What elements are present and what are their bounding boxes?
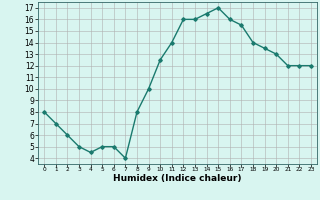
X-axis label: Humidex (Indice chaleur): Humidex (Indice chaleur) [113,174,242,183]
